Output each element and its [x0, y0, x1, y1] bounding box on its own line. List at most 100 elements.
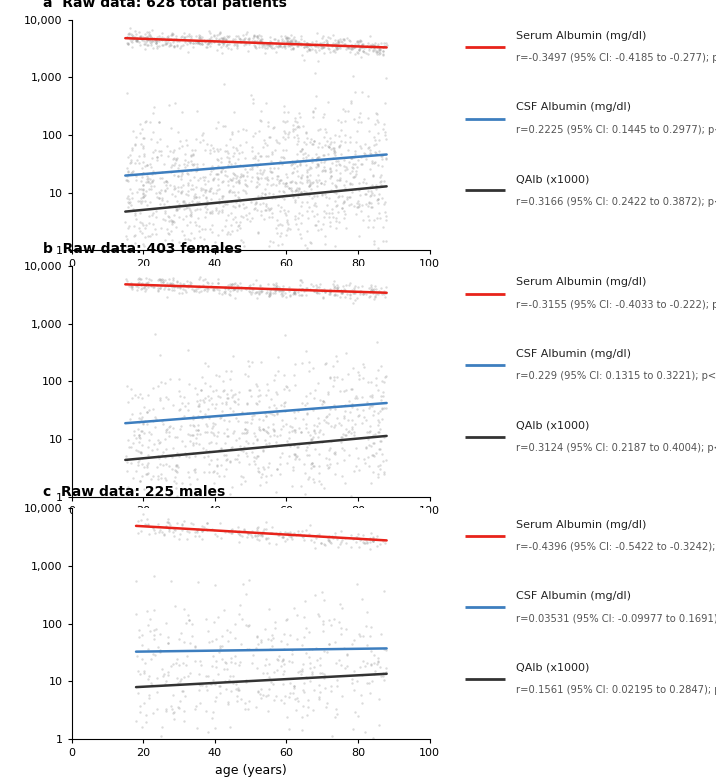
Point [170, 656, 181, 669]
Point [254, 35, 266, 48]
Point [125, 501, 137, 514]
Point [316, 245, 327, 257]
Point [345, 490, 357, 502]
Point [361, 426, 372, 439]
Point [152, 31, 163, 44]
Point [129, 30, 140, 43]
Point [320, 452, 332, 465]
Point [294, 145, 305, 158]
Point [292, 212, 304, 224]
Point [135, 207, 146, 220]
Point [304, 38, 316, 51]
Point [296, 142, 307, 155]
Point [127, 31, 139, 44]
Point [146, 444, 158, 457]
Point [181, 167, 193, 179]
Point [268, 286, 279, 299]
Point [142, 34, 153, 46]
Point [199, 36, 211, 48]
Point [296, 283, 308, 296]
Point [221, 34, 232, 47]
Point [289, 448, 300, 461]
Point [348, 287, 359, 300]
Point [355, 51, 367, 63]
Point [279, 133, 291, 145]
Point [299, 185, 310, 198]
Point [163, 490, 175, 502]
Point [183, 167, 194, 180]
Point [261, 139, 273, 152]
Point [287, 119, 299, 131]
Point [216, 31, 228, 44]
Point [311, 90, 322, 102]
Point [233, 449, 244, 461]
Point [345, 426, 357, 439]
Point [227, 350, 238, 363]
Point [295, 284, 306, 296]
Point [293, 36, 304, 48]
Point [282, 438, 294, 450]
Point [347, 152, 358, 164]
Point [168, 27, 179, 40]
Point [159, 472, 170, 484]
Point [152, 518, 163, 530]
Point [239, 174, 251, 186]
Point [176, 477, 188, 490]
Point [241, 676, 252, 688]
Point [324, 161, 335, 174]
Point [166, 284, 178, 296]
Point [143, 273, 155, 285]
Point [178, 195, 190, 207]
Point [155, 274, 167, 286]
Point [135, 224, 146, 237]
Point [219, 220, 231, 232]
Point [190, 530, 201, 543]
Point [183, 466, 194, 479]
Point [291, 138, 302, 151]
Point [289, 111, 301, 124]
Point [255, 424, 266, 436]
Point [170, 152, 182, 165]
Point [276, 530, 287, 543]
Point [136, 411, 147, 423]
Point [364, 439, 375, 451]
Point [209, 528, 221, 540]
Point [349, 41, 360, 53]
Point [195, 183, 207, 196]
Point [277, 289, 289, 301]
Point [368, 531, 379, 543]
Point [321, 458, 333, 471]
Point [263, 131, 275, 143]
Point [211, 167, 222, 180]
Point [251, 30, 263, 43]
Point [310, 45, 321, 58]
Point [121, 174, 132, 186]
Point [135, 30, 146, 42]
Point [339, 244, 350, 256]
Point [261, 287, 272, 300]
Point [227, 282, 238, 294]
Point [198, 284, 210, 296]
Point [324, 285, 336, 298]
Point [166, 27, 178, 39]
Point [183, 30, 195, 42]
Point [270, 689, 281, 701]
Point [215, 532, 226, 544]
Point [337, 196, 349, 209]
Point [251, 630, 262, 643]
Point [273, 41, 284, 53]
Point [224, 289, 236, 301]
Point [331, 155, 342, 167]
Point [135, 174, 147, 187]
Point [349, 418, 360, 430]
Point [310, 39, 321, 52]
Point [295, 186, 306, 199]
Point [279, 535, 290, 547]
Point [173, 373, 185, 386]
Point [150, 33, 162, 45]
Point [162, 669, 173, 681]
Point [347, 41, 358, 53]
Point [142, 440, 154, 453]
Point [193, 677, 205, 690]
Point [228, 199, 239, 212]
